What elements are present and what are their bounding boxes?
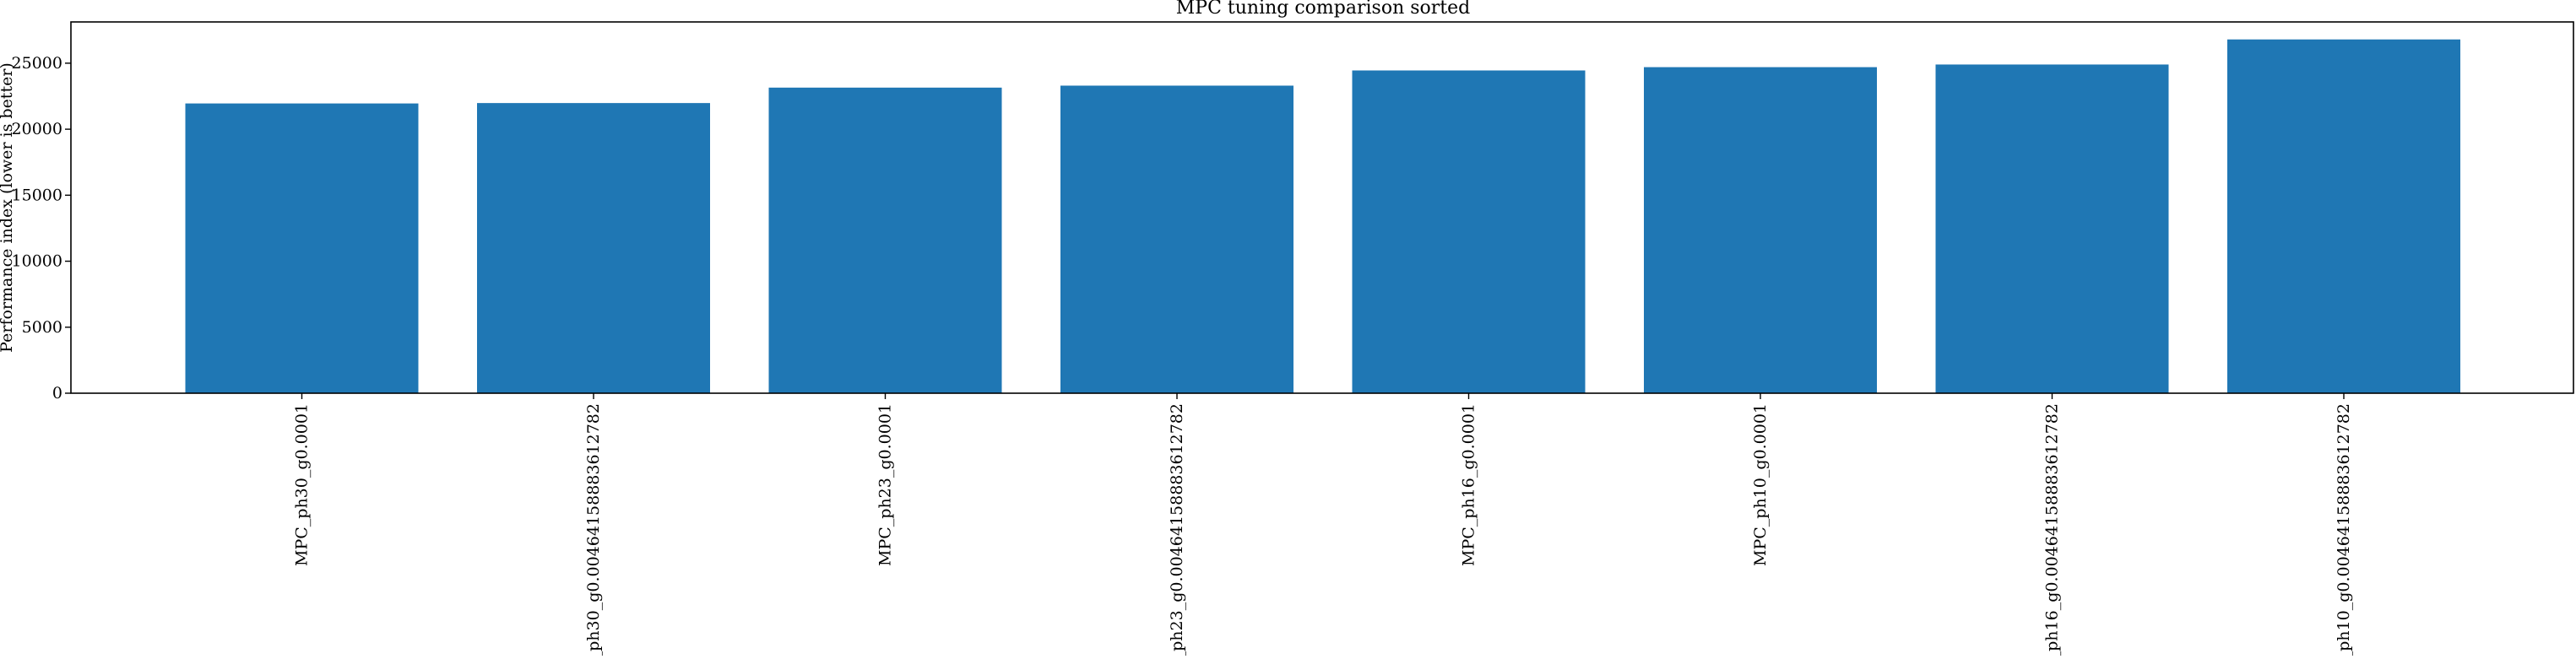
x-tick-label: MPC_ph10_g0.00464158883612782: [2335, 403, 2353, 656]
bar-series: [185, 39, 2460, 394]
bar: [185, 103, 419, 394]
bar: [1935, 64, 2169, 393]
bar: [2227, 39, 2460, 394]
y-tick-label: 15000: [12, 186, 62, 204]
bar: [1060, 85, 1293, 394]
x-axis-tick-labels: MPC_ph30_g0.0001 MPC_ph30_g0.004641588836…: [293, 393, 2353, 659]
x-tick-label: MPC_ph30_g0.0001: [293, 403, 312, 566]
plot-area-frame: [70, 21, 2574, 394]
x-tick-label: MPC_ph16_g0.00464158883612782: [2043, 403, 2062, 656]
y-axis-label: Performance index (lower is better): [0, 62, 16, 353]
y-tick-label: 0: [52, 384, 62, 402]
x-tick-label: MPC_ph23_g0.00464158883612782: [1168, 403, 1186, 656]
x-tick-label: MPC_ph23_g0.0001: [876, 403, 895, 566]
x-tick-label: MPC_ph10_g0.0001: [1751, 403, 1770, 566]
chart-title: MPC tuning comparison sorted: [1176, 0, 1471, 19]
y-tick-label: 20000: [12, 120, 62, 138]
y-tick-label: 5000: [22, 318, 62, 337]
y-axis-ticks: 0 5000 10000 15000 20000 25000: [12, 54, 71, 402]
bar: [1352, 70, 1586, 393]
bar: [1644, 67, 1877, 394]
x-tick-label: MPC_ph16_g0.0001: [1460, 403, 1478, 566]
y-tick-label: 10000: [12, 252, 62, 271]
bar: [768, 87, 1002, 393]
x-tick-label: MPC_ph30_g0.00464158883612782: [584, 403, 603, 656]
y-tick-label: 25000: [12, 54, 62, 73]
bar: [477, 103, 710, 394]
